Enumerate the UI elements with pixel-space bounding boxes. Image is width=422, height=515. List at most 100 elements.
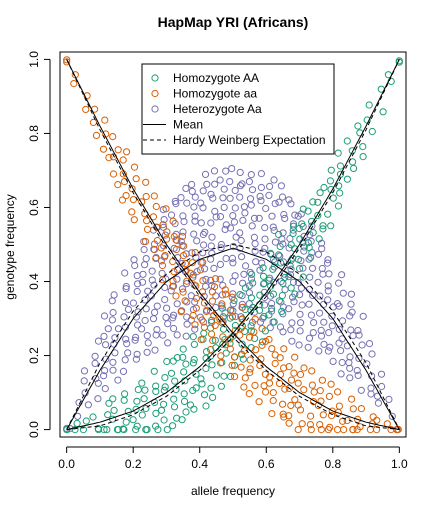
data-point	[246, 356, 254, 364]
data-point	[333, 300, 342, 308]
data-point	[256, 192, 264, 200]
data-point	[199, 187, 207, 195]
data-point	[340, 426, 348, 434]
data-point	[289, 229, 297, 238]
data-point	[259, 272, 268, 280]
data-point	[114, 146, 122, 154]
data-point	[337, 370, 345, 378]
data-point	[141, 386, 149, 394]
data-point	[259, 248, 267, 256]
data-point	[169, 277, 177, 285]
data-point	[247, 294, 255, 302]
data-point	[110, 406, 118, 414]
data-point	[201, 170, 210, 178]
data-point	[239, 216, 247, 224]
data-point	[171, 219, 179, 228]
data-point	[199, 249, 207, 257]
data-point	[109, 308, 117, 317]
data-point	[207, 219, 215, 227]
data-point	[226, 194, 234, 202]
data-point	[236, 168, 244, 176]
data-point	[334, 388, 342, 396]
data-point	[138, 379, 146, 387]
x-axis: 0.0 0.2 0.4 0.6 0.8 1.0	[58, 446, 408, 471]
data-point	[100, 426, 108, 434]
data-point	[238, 340, 246, 348]
data-point	[280, 413, 288, 421]
data-point	[373, 426, 381, 434]
data-point	[142, 305, 150, 313]
data-point	[119, 156, 127, 164]
data-point	[291, 353, 299, 361]
data-point	[191, 321, 199, 329]
data-point	[271, 359, 279, 368]
data-point	[326, 177, 334, 185]
data-point	[182, 332, 190, 340]
data-point	[268, 304, 276, 313]
data-point	[346, 364, 354, 372]
data-point	[323, 259, 332, 267]
data-point	[179, 353, 187, 361]
legend-label: Heterozygote Aa	[173, 102, 262, 116]
data-point	[153, 302, 161, 310]
plot-frame	[59, 51, 407, 438]
data-point	[228, 165, 236, 173]
data-point	[388, 412, 396, 420]
data-point	[257, 170, 265, 178]
data-point	[328, 412, 336, 420]
data-point	[150, 246, 158, 254]
data-point	[124, 305, 132, 313]
data-point	[285, 196, 293, 204]
data-point	[222, 341, 230, 349]
data-point	[188, 249, 196, 257]
data-point	[355, 354, 363, 362]
data-point	[183, 320, 191, 328]
data-point	[306, 273, 314, 281]
y-tick-label: 1.0	[27, 51, 41, 68]
data-point	[140, 395, 148, 403]
data-point	[152, 387, 160, 395]
data-point	[153, 236, 161, 245]
y-tick-label: 0.8	[27, 125, 41, 142]
data-point	[186, 401, 195, 409]
data-point	[164, 339, 172, 347]
data-point	[250, 308, 259, 316]
data-point	[191, 325, 199, 333]
data-point	[132, 355, 140, 363]
y-axis-title: genotype frequency	[3, 194, 17, 299]
data-point	[151, 308, 159, 316]
data-point	[277, 277, 285, 286]
data-point	[177, 308, 185, 316]
data-point	[124, 349, 132, 357]
data-point	[193, 237, 201, 245]
data-point	[299, 273, 307, 281]
data-point	[324, 256, 332, 264]
data-point	[335, 182, 343, 190]
data-point	[279, 229, 287, 237]
data-point	[134, 308, 142, 316]
data-point	[139, 270, 147, 278]
data-point	[229, 290, 237, 298]
data-point	[262, 388, 270, 396]
data-point	[133, 287, 141, 296]
data-point	[114, 181, 122, 189]
data-point	[110, 291, 118, 299]
data-point	[230, 218, 238, 226]
series-heterozygote-aa	[63, 165, 401, 434]
data-point	[309, 198, 317, 206]
data-point	[169, 217, 177, 225]
data-point	[247, 275, 256, 283]
legend-label: Mean	[173, 118, 203, 132]
data-point	[255, 398, 263, 406]
data-point	[89, 118, 98, 127]
data-point	[304, 207, 312, 215]
data-point	[318, 264, 326, 273]
data-point	[320, 183, 328, 192]
legend-entry: Homozygote AA	[151, 71, 259, 85]
data-point	[343, 175, 351, 183]
data-point	[164, 320, 172, 328]
data-point	[294, 401, 302, 409]
data-point	[250, 214, 259, 222]
data-point	[200, 241, 208, 249]
data-point	[132, 333, 140, 341]
